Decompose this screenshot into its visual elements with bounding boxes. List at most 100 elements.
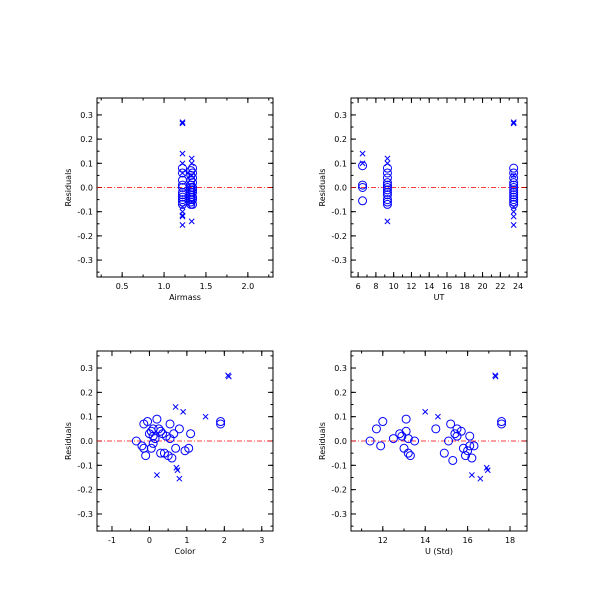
data-point-circle bbox=[382, 180, 392, 190]
x-tick-label: 0 bbox=[147, 536, 152, 545]
x-tick-label: 18 bbox=[460, 282, 470, 291]
data-point-cross bbox=[174, 467, 181, 474]
y-tick-label: 0.0 bbox=[80, 184, 93, 193]
y-tick-label: -0.1 bbox=[77, 208, 93, 217]
data-point-circle bbox=[410, 436, 420, 446]
y-tick-label: -0.3 bbox=[77, 256, 93, 265]
data-point-circle bbox=[452, 424, 462, 434]
data-point-cross bbox=[434, 413, 441, 420]
data-point-circle bbox=[177, 163, 187, 173]
cross-stroke bbox=[359, 150, 366, 157]
data-point-circle bbox=[509, 178, 519, 188]
cross-stroke bbox=[510, 222, 517, 228]
data-point-circle bbox=[448, 455, 458, 465]
cross-stroke bbox=[492, 372, 499, 379]
data-point-circle bbox=[509, 168, 519, 178]
x-tick-label: 1.5 bbox=[200, 282, 213, 291]
y-tick-label: -0.1 bbox=[331, 208, 347, 217]
data-point-circle bbox=[150, 434, 160, 444]
panel-ut: -0.3 -0.2 -0.1 0.0 0.1 0.2 0.3 6 8 10 12 14 16 18 20 22… bbox=[318, 97, 528, 302]
cross-stroke bbox=[179, 120, 186, 127]
cross-stroke bbox=[180, 408, 187, 415]
cross-stroke bbox=[179, 160, 186, 167]
data-point-circle bbox=[188, 178, 198, 188]
data-point-circle bbox=[146, 443, 156, 453]
cross-stroke bbox=[174, 467, 181, 474]
data-point-circle bbox=[446, 419, 456, 429]
data-point-circle bbox=[156, 426, 166, 436]
data-point-circle bbox=[141, 451, 151, 461]
x-tick-label: 14 bbox=[420, 536, 430, 545]
data-point-circle bbox=[403, 448, 413, 458]
x-axis-label: U (Std) bbox=[425, 547, 453, 556]
panel-airmass: -0.3 -0.2 -0.1 0.0 0.1 0.2 0.3 0.5 1.0 1.5 2.0 Airm… bbox=[64, 97, 274, 302]
data-point-cross bbox=[179, 213, 186, 220]
data-point-circle bbox=[469, 441, 479, 451]
data-point-cross bbox=[179, 120, 186, 127]
x-tick-label: 8 bbox=[373, 282, 378, 291]
data-point-circle bbox=[509, 173, 519, 183]
cross-stroke bbox=[434, 413, 441, 420]
x-tick-label: 18 bbox=[505, 536, 515, 545]
data-point-cross bbox=[510, 222, 517, 228]
x-tick-label: 16 bbox=[463, 536, 473, 545]
data-point-circle bbox=[509, 192, 519, 202]
y-tick-label: 0.3 bbox=[334, 364, 347, 373]
data-point-circle bbox=[378, 417, 388, 427]
cross-stroke bbox=[179, 150, 186, 157]
data-point-circle bbox=[388, 434, 398, 444]
data-point-circle bbox=[431, 424, 441, 434]
x-tick-label: 2.0 bbox=[241, 282, 254, 291]
data-point-cross bbox=[188, 218, 195, 225]
y-tick-label: -0.3 bbox=[331, 256, 347, 265]
data-point-circle bbox=[358, 183, 368, 192]
data-point-cross bbox=[510, 203, 517, 210]
data-point-circle bbox=[444, 436, 454, 446]
cross-stroke bbox=[510, 119, 517, 126]
data-point-circle bbox=[509, 190, 519, 200]
data-point-circle bbox=[509, 183, 519, 192]
y-tick-label: 0.2 bbox=[334, 388, 347, 397]
data-point-circle bbox=[148, 431, 158, 441]
data-point-circle bbox=[497, 417, 507, 427]
y-tick-label: 0.2 bbox=[80, 388, 93, 397]
cross-stroke bbox=[179, 119, 186, 126]
data-point-circle bbox=[371, 424, 381, 434]
y-tick-label: -0.2 bbox=[77, 486, 93, 495]
data-point-circle bbox=[131, 436, 141, 446]
x-tick-label: 16 bbox=[442, 282, 452, 291]
data-point-circle bbox=[177, 168, 187, 178]
y-tick-label: -0.2 bbox=[331, 486, 347, 495]
cross-stroke bbox=[492, 373, 499, 380]
data-point-circle bbox=[365, 436, 375, 446]
cross-stroke bbox=[483, 464, 490, 471]
data-point-circle bbox=[186, 429, 196, 439]
cross-stroke bbox=[510, 203, 517, 210]
data-point-cross bbox=[179, 203, 186, 210]
data-point-cross bbox=[510, 119, 517, 126]
data-point-circle bbox=[186, 197, 196, 207]
y-tick-label: 0.1 bbox=[80, 159, 93, 168]
data-point-circle bbox=[188, 173, 198, 183]
data-point-cross bbox=[179, 160, 186, 167]
data-point-cross bbox=[359, 160, 366, 167]
x-tick-label: 12 bbox=[378, 536, 388, 545]
data-point-circle bbox=[509, 163, 519, 173]
data-point-cross bbox=[179, 150, 186, 157]
data-point-circle bbox=[169, 429, 179, 439]
x-tick-label: 3 bbox=[259, 536, 264, 545]
cross-stroke bbox=[176, 475, 183, 482]
data-point-cross bbox=[510, 172, 517, 179]
data-point-circle bbox=[148, 438, 158, 448]
data-point-circle bbox=[456, 426, 466, 436]
cross-stroke bbox=[225, 373, 232, 380]
data-point-circle bbox=[467, 453, 477, 463]
data-point-cross bbox=[176, 475, 183, 482]
data-point-circle bbox=[465, 431, 475, 441]
x-tick-label: 20 bbox=[477, 282, 487, 291]
data-point-cross bbox=[202, 413, 209, 420]
data-point-cross bbox=[384, 160, 391, 167]
data-point-cross bbox=[188, 199, 195, 205]
y-tick-label: -0.1 bbox=[331, 461, 347, 470]
